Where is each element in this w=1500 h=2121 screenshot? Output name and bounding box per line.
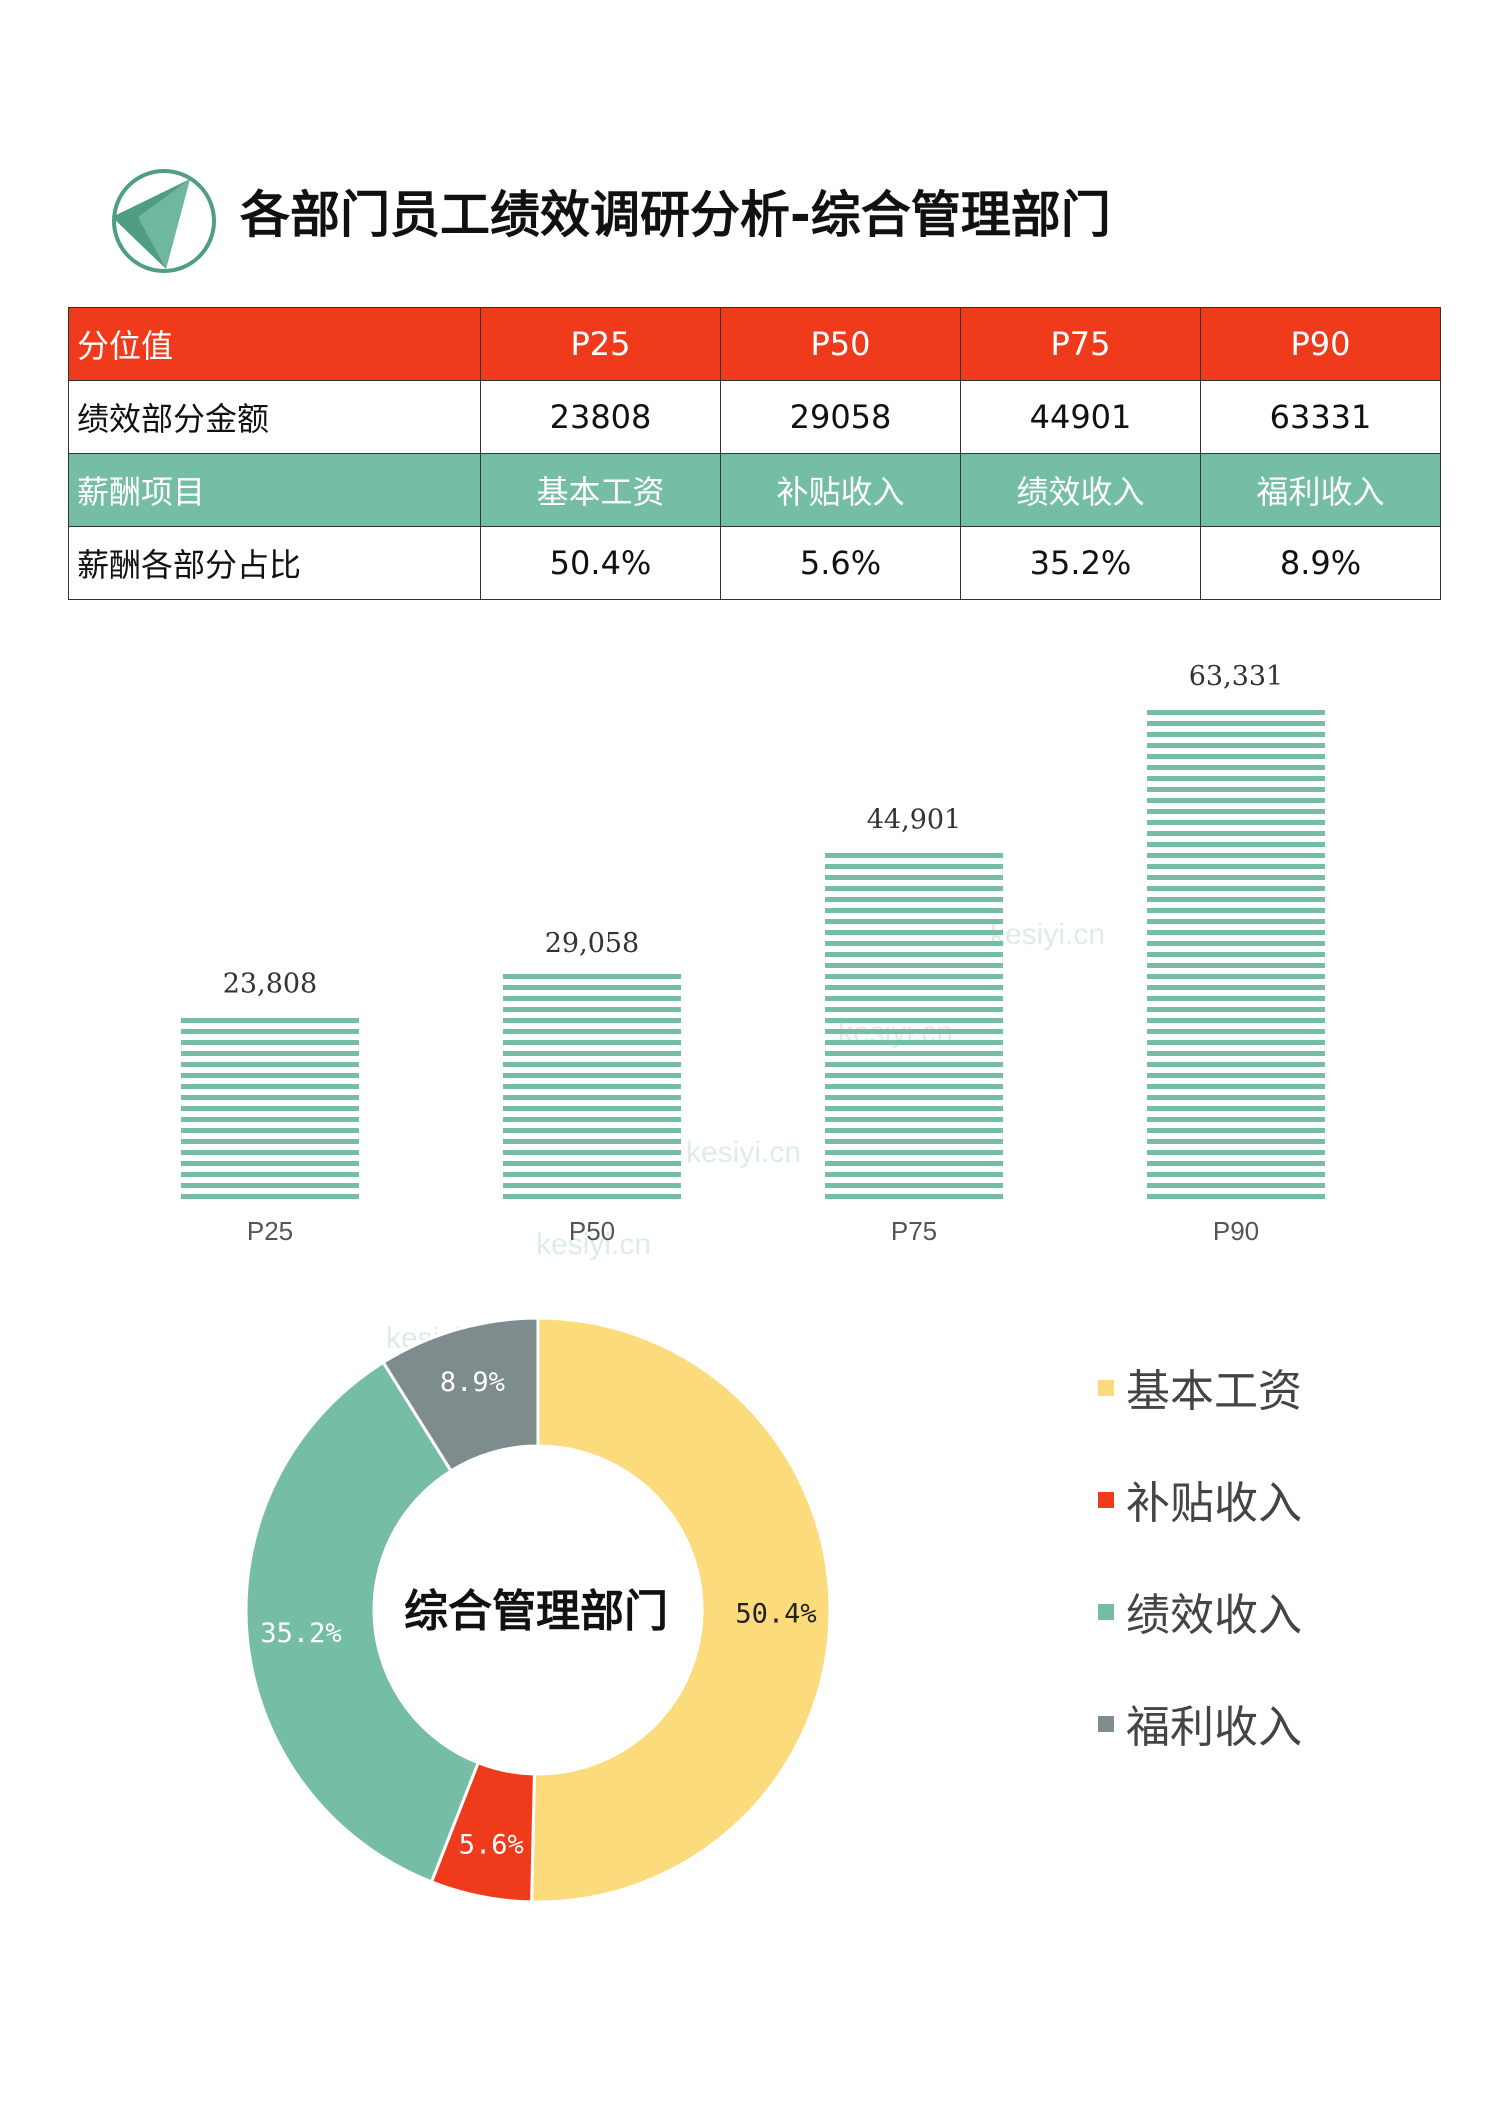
triangle-in-circle-icon [112, 169, 216, 273]
table-cell: 35.2% [960, 526, 1201, 600]
stats-table: 分位值 P25 P50 P75 P90 绩效部分金额 23808 29058 44901 6333… [68, 307, 1441, 600]
legend-swatch [1098, 1492, 1114, 1508]
watermark-text: kesiyi.cn [686, 1136, 802, 1169]
table-row: 薪酬各部分占比 50.4% 5.6% 35.2% 8.9% [68, 526, 1441, 600]
slice-data-label: 35.2% [260, 1618, 341, 1649]
watermark-text: kesiyi.cn [990, 918, 1106, 951]
x-tick-label: P25 [247, 1216, 293, 1246]
bar-data-label: 44,901 [867, 804, 961, 835]
x-tick-label: P50 [569, 1216, 615, 1246]
table-cell: P50 [720, 307, 961, 381]
slice-data-label: 50.4% [735, 1599, 816, 1630]
legend-entry: 福利收入 [1126, 1702, 1302, 1753]
table-row: 绩效部分金额 23808 29058 44901 63331 [68, 380, 1441, 454]
legend-entry: 基本工资 [1126, 1366, 1302, 1417]
bar-chart: 23,808 P25 29,058 P50 44,901 P75 63,331 P90 [181, 661, 1325, 1246]
table-cell: 63331 [1200, 380, 1441, 454]
row-label: 薪酬各部分占比 [68, 526, 481, 600]
table-cell: 基本工资 [480, 453, 721, 527]
table-cell: 8.9% [1200, 526, 1441, 600]
table-cell: 绩效收入 [960, 453, 1201, 527]
row-label: 绩效部分金额 [68, 380, 481, 454]
table-cell: 50.4% [480, 526, 721, 600]
table-cell: P90 [1200, 307, 1441, 381]
x-tick-label: P90 [1213, 1216, 1259, 1246]
watermark-text: kesiyi.cn [536, 1228, 652, 1261]
slice-data-label: 8.9% [440, 1367, 505, 1398]
table-cell: 29058 [720, 380, 961, 454]
donut-slice [381, 1316, 540, 1473]
page-title: 各部门员工绩效调研分析-综合管理部门 [240, 186, 1111, 244]
legend-entry: 绩效收入 [1126, 1590, 1302, 1641]
bar-p75 [825, 850, 1003, 1200]
bar-p25 [181, 1014, 359, 1200]
table-cell: 5.6% [720, 526, 961, 600]
legend-swatch [1098, 1716, 1114, 1732]
table-cell: 44901 [960, 380, 1201, 454]
bar-p50 [503, 973, 681, 1200]
table-cell: 23808 [480, 380, 721, 454]
row-label: 薪酬项目 [68, 453, 481, 527]
row-label: 分位值 [68, 307, 481, 381]
legend-swatch [1098, 1380, 1114, 1396]
table-row: 分位值 P25 P50 P75 P90 [68, 307, 1441, 381]
legend-entry: 补贴收入 [1126, 1478, 1302, 1529]
bar-data-label: 63,331 [1189, 661, 1283, 692]
bar-data-label: 23,808 [223, 969, 317, 1000]
legend-swatch [1098, 1604, 1114, 1620]
donut-center-label: 综合管理部门 [404, 1586, 668, 1637]
bar-data-label: 29,058 [545, 928, 639, 959]
table-cell: 福利收入 [1200, 453, 1441, 527]
bar-p90 [1147, 706, 1325, 1200]
table-cell: 补贴收入 [720, 453, 961, 527]
table-cell: P25 [480, 307, 721, 381]
x-tick-label: P75 [891, 1216, 937, 1246]
slice-data-label: 5.6% [459, 1829, 524, 1860]
donut-slice [244, 1360, 481, 1884]
table-cell: P75 [960, 307, 1201, 381]
table-row: 薪酬项目 基本工资 补贴收入 绩效收入 福利收入 [68, 453, 1441, 527]
donut-slice [530, 1316, 832, 1904]
